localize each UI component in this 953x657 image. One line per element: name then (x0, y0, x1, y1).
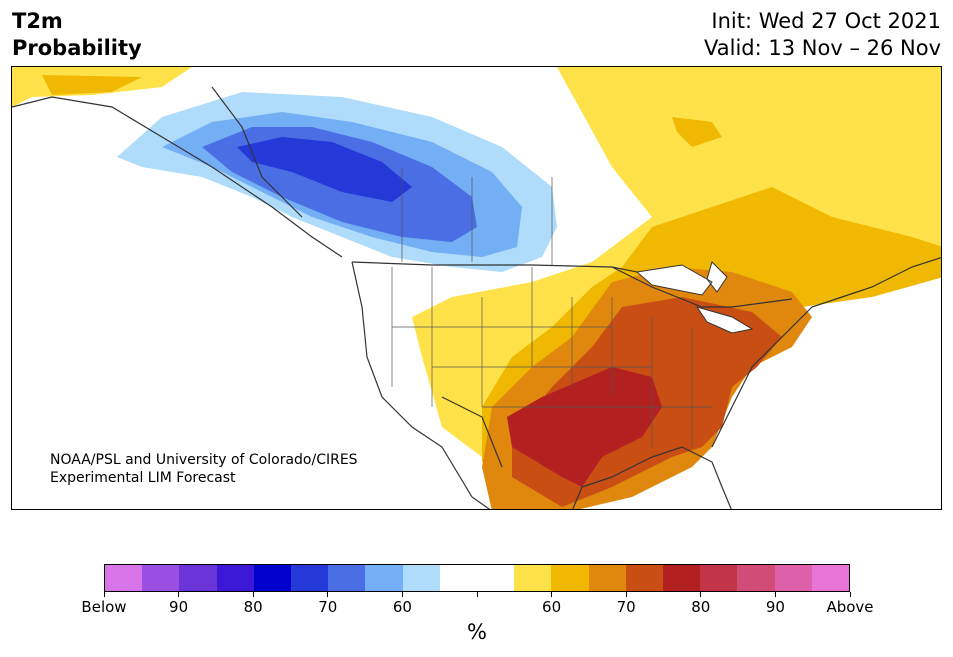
colorbar-tick-label: 60 (542, 598, 562, 616)
colorbar-swatch (291, 565, 329, 591)
chart-title: T2m Probability (12, 8, 142, 62)
colorbar-swatch (477, 565, 515, 591)
colorbar-swatch (253, 565, 292, 591)
zone-warm-60 (42, 75, 941, 462)
forecast-dates: Init: Wed 27 Oct 2021 Valid: 13 Nov – 26… (704, 8, 941, 62)
zone-warm-50 (12, 67, 941, 457)
colorbar-tick-label: 90 (169, 598, 189, 616)
credit-text: NOAA/PSL and University of Colorado/CIRE… (50, 451, 358, 487)
colorbar-swatch (365, 565, 403, 591)
colorbar-tick-label: 70 (318, 598, 338, 616)
title-line-1: T2m (12, 9, 63, 33)
coastline (12, 96, 941, 509)
colorbar (104, 564, 850, 592)
colorbar-swatch (551, 565, 589, 591)
colorbar-swatch (105, 565, 143, 591)
great-lakes (635, 261, 754, 334)
colorbar-tick-label: Above (826, 598, 874, 616)
colorbar-swatch (700, 565, 738, 591)
colorbar-tick (178, 592, 180, 597)
colorbar-tick-label: 60 (392, 598, 412, 616)
colorbar-tick (774, 592, 776, 597)
init-date: Init: Wed 27 Oct 2021 (711, 9, 941, 33)
zone-cold-80 (237, 137, 412, 202)
colorbar-swatch (328, 565, 366, 591)
colorbar-tick (551, 592, 553, 597)
colorbar-swatch (774, 565, 812, 591)
colorbar-tick (476, 592, 478, 597)
colorbar-tick-label: 80 (691, 598, 711, 616)
map-canvas (12, 67, 941, 509)
colorbar-swatch (737, 565, 775, 591)
colorbar-tick (401, 592, 403, 597)
colorbar-swatch (142, 565, 180, 591)
colorbar-swatch (811, 565, 850, 591)
colorbar-tick (252, 592, 254, 597)
title-line-2: Probability (12, 36, 142, 60)
forecast-map: NOAA/PSL and University of Colorado/CIRE… (11, 66, 942, 510)
colorbar-swatch (216, 565, 254, 591)
national-borders (211, 86, 793, 468)
colorbar-swatch (625, 565, 664, 591)
credit-line-2: Experimental LIM Forecast (50, 470, 236, 486)
colorbar-units: % (467, 620, 487, 644)
colorbar-swatch (514, 565, 552, 591)
colorbar-tick (327, 592, 329, 597)
colorbar-swatch (179, 565, 217, 591)
colorbar-tick (849, 592, 851, 597)
colorbar-tick-label: Below (81, 598, 127, 616)
colorbar-tick (625, 592, 627, 597)
colorbar-swatch (663, 565, 701, 591)
zone-warm-90 (507, 367, 662, 487)
colorbar-tick (700, 592, 702, 597)
colorbar-tick-label: 70 (616, 598, 636, 616)
colorbar-tick-label: 80 (243, 598, 263, 616)
colorbar-tick-label: 90 (765, 598, 785, 616)
state-borders (391, 167, 712, 447)
colorbar-swatch (588, 565, 626, 591)
valid-range: Valid: 13 Nov – 26 Nov (704, 36, 941, 60)
colorbar-swatch (402, 565, 440, 591)
credit-line-1: NOAA/PSL and University of Colorado/CIRE… (50, 452, 358, 468)
colorbar-tick (103, 592, 105, 597)
colorbar-swatch (439, 565, 478, 591)
